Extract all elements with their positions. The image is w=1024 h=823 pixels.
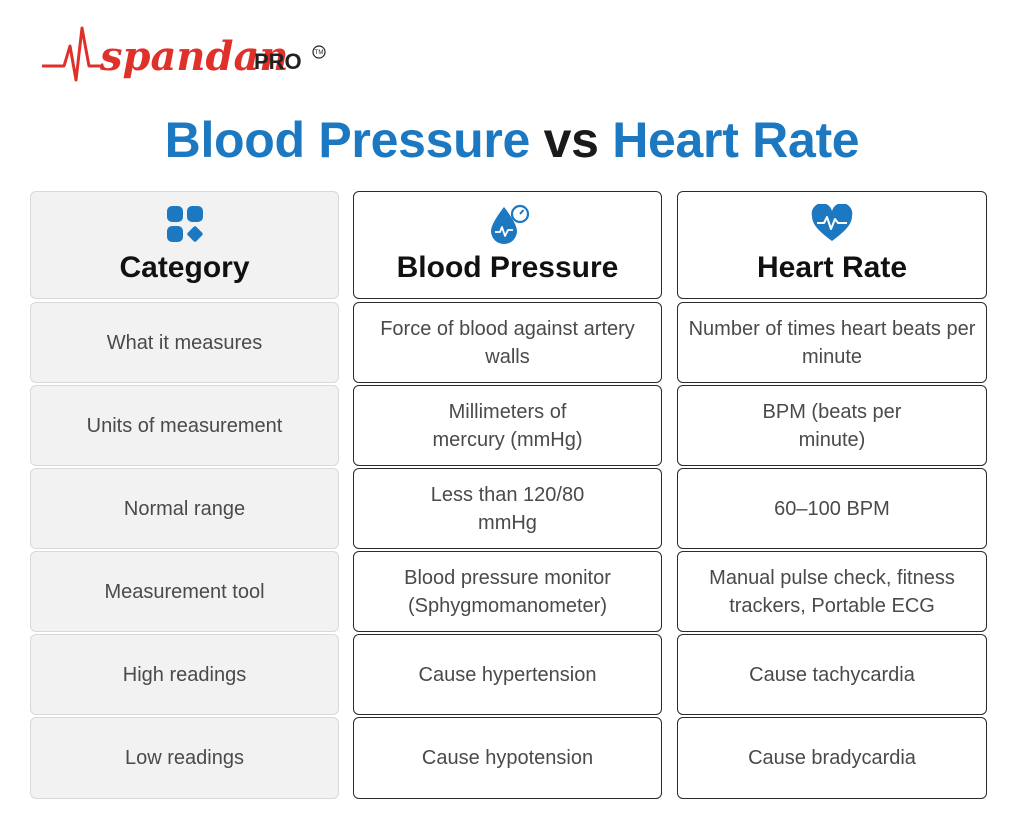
page-title: Blood Pressure vs Heart Rate [0,108,1024,172]
category-cell: Units of measurement [30,385,339,466]
logo-graphic: spandan PRO TM [42,26,326,82]
category-cell: Normal range [30,468,339,549]
heart-pulse-icon [810,204,854,244]
blood-pressure-cell: Force of blood against artery walls [353,302,662,383]
heart-rate-cell: 60–100 BPM [677,468,987,549]
blood-pressure-cell: Millimeters of mercury (mmHg) [353,385,662,466]
blood-pressure-cell: Less than 120/80 mmHg [353,468,662,549]
category-cell: Low readings [30,717,339,799]
heart-rate-cell: Manual pulse check, fitness trackers, Po… [677,551,987,632]
heart-rate-cell: Cause bradycardia [677,717,987,799]
title-heart-rate: Heart Rate [612,112,860,168]
header-blood-pressure: Blood Pressure [353,191,662,299]
category-cell: High readings [30,634,339,715]
blood-pressure-cell: Blood pressure monitor (Sphygmomanometer… [353,551,662,632]
heart-rate-cell: BPM (beats per minute) [677,385,987,466]
category-cell: Measurement tool [30,551,339,632]
category-cell: What it measures [30,302,339,383]
trademark-mark: TM [315,50,324,56]
logo-suffix: PRO [254,49,302,74]
blood-drop-gauge-icon [486,204,530,244]
header-heart-rate-label: Heart Rate [756,251,908,284]
title-vs: vs [543,112,599,168]
blood-pressure-cell: Cause hypertension [353,634,662,715]
ecg-wave-icon [42,26,104,82]
category-grid-icon [166,204,204,244]
heart-rate-cell: Cause tachycardia [677,634,987,715]
header-category-label: Category [119,251,250,284]
logo-wordmark: spandan [99,33,288,80]
blood-pressure-cell: Cause hypotension [353,717,662,799]
spandan-pro-logo: spandan PRO TM [42,22,332,92]
header-heart-rate: Heart Rate [677,191,987,299]
header-blood-pressure-label: Blood Pressure [396,251,619,284]
heart-rate-cell: Number of times heart beats per minute [677,302,987,383]
title-blood-pressure: Blood Pressure [164,112,531,168]
header-category: Category [30,191,339,299]
